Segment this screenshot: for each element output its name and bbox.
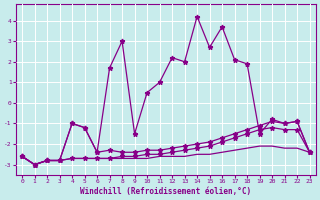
- X-axis label: Windchill (Refroidissement éolien,°C): Windchill (Refroidissement éolien,°C): [80, 187, 252, 196]
